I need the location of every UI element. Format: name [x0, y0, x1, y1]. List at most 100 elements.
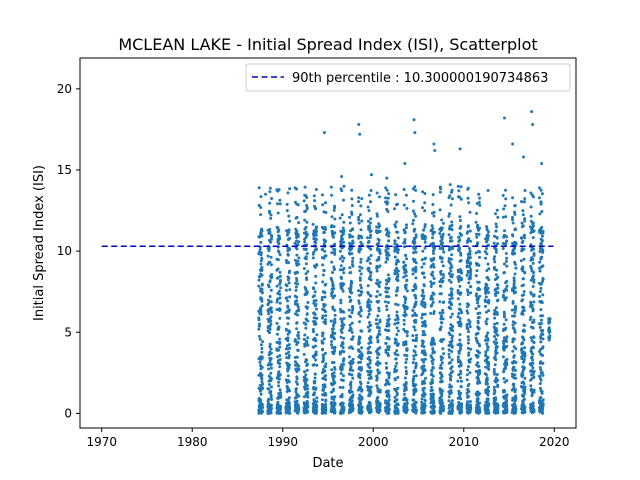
data-point — [268, 331, 271, 335]
data-point — [375, 295, 378, 298]
data-point — [277, 380, 281, 384]
data-point — [512, 408, 516, 412]
data-point — [412, 118, 416, 122]
data-point — [431, 270, 435, 274]
data-point — [338, 385, 342, 389]
data-point — [322, 337, 326, 341]
data-point — [475, 202, 479, 205]
data-point — [277, 411, 281, 415]
data-point — [485, 283, 489, 287]
data-point — [404, 369, 408, 373]
data-point — [359, 368, 362, 372]
data-point — [512, 282, 516, 286]
data-point — [320, 411, 324, 415]
data-point — [520, 200, 523, 204]
data-point — [322, 308, 326, 312]
data-point — [456, 360, 460, 364]
data-point — [285, 209, 289, 212]
data-point — [447, 344, 451, 347]
data-point — [404, 407, 408, 411]
data-point — [374, 322, 378, 326]
data-point — [412, 354, 416, 358]
data-point — [502, 368, 506, 371]
data-point — [350, 210, 353, 214]
data-point — [449, 203, 453, 207]
data-point — [368, 321, 371, 324]
data-point — [504, 345, 508, 349]
data-point — [330, 294, 334, 298]
data-point — [275, 348, 279, 352]
data-point — [360, 329, 364, 333]
data-point — [458, 302, 462, 306]
data-point — [385, 282, 388, 286]
data-point — [520, 221, 524, 225]
data-point — [284, 288, 288, 292]
data-point — [404, 296, 408, 300]
data-point — [424, 376, 427, 380]
data-point — [332, 401, 336, 405]
data-point — [502, 339, 506, 343]
data-point — [548, 334, 552, 338]
data-point — [375, 384, 379, 388]
data-point — [341, 326, 345, 330]
data-point — [512, 354, 516, 358]
x-tick-label: 1980 — [177, 435, 208, 449]
data-point — [323, 369, 327, 373]
data-point — [468, 252, 472, 256]
data-point — [358, 400, 362, 404]
data-point — [474, 406, 478, 410]
data-point — [305, 340, 309, 344]
data-point — [324, 211, 328, 214]
data-point — [367, 227, 371, 231]
data-point — [369, 410, 373, 414]
data-point — [421, 288, 425, 292]
data-point — [303, 385, 306, 389]
data-point — [268, 327, 272, 331]
data-point — [305, 378, 309, 382]
data-point — [402, 188, 406, 191]
data-point — [421, 324, 424, 328]
data-point — [448, 333, 452, 337]
data-point — [360, 219, 364, 223]
data-point — [496, 242, 500, 246]
data-point — [476, 397, 480, 401]
data-point — [342, 229, 346, 233]
data-point — [311, 402, 315, 406]
data-point — [403, 301, 407, 304]
data-point — [494, 411, 497, 415]
data-point — [451, 247, 454, 251]
data-point — [423, 407, 426, 411]
data-point — [268, 201, 272, 205]
data-point — [287, 354, 291, 357]
data-point — [359, 382, 363, 386]
data-point — [342, 256, 346, 260]
data-point — [348, 361, 352, 365]
data-point — [339, 372, 343, 375]
data-point — [315, 263, 319, 267]
data-point — [402, 383, 406, 387]
data-point — [261, 382, 265, 386]
data-point — [288, 248, 292, 251]
data-point — [441, 317, 445, 321]
data-point — [531, 352, 535, 356]
data-point — [532, 271, 536, 274]
data-point — [442, 337, 445, 341]
data-point — [496, 333, 500, 337]
data-point — [511, 250, 515, 254]
data-point — [404, 398, 408, 402]
data-point — [403, 410, 407, 414]
data-point — [302, 247, 306, 251]
data-point — [348, 295, 352, 299]
data-point — [357, 312, 361, 316]
data-point — [422, 379, 426, 383]
data-point — [456, 355, 460, 359]
data-point — [438, 409, 442, 413]
data-point — [387, 407, 391, 411]
data-point — [258, 410, 262, 413]
data-point — [433, 149, 437, 152]
data-point — [341, 232, 345, 235]
data-point — [341, 309, 345, 313]
data-point — [312, 229, 316, 233]
data-point — [349, 386, 353, 389]
data-point — [411, 289, 415, 292]
